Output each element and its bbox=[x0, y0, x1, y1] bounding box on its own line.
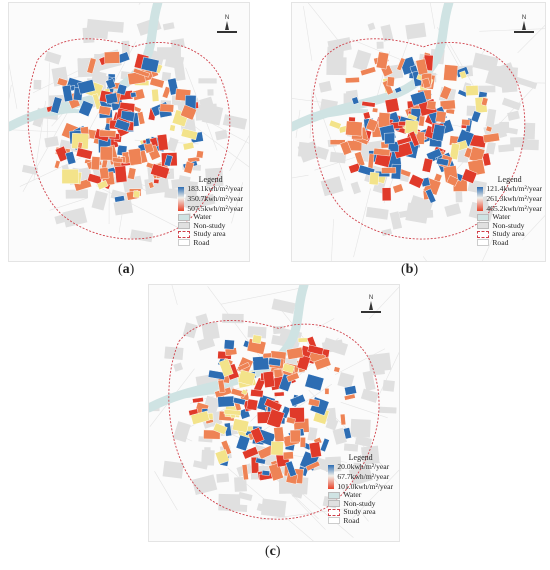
study-area-swatch bbox=[178, 230, 191, 238]
legend-study-area: Study area bbox=[492, 229, 525, 239]
legend-road: Road bbox=[343, 515, 360, 525]
ramp-label-mid: 67.7kwh/m²/year bbox=[337, 472, 390, 482]
legend-non-study: Non-study bbox=[193, 220, 226, 230]
ramp-label-max: 465.2kwh/m²/year bbox=[486, 203, 542, 213]
legend-title: Legend bbox=[348, 452, 373, 462]
legend-water: Water bbox=[492, 212, 511, 222]
study-parcels bbox=[46, 51, 204, 203]
ramp-label-max: 101.0kwh/m²/year bbox=[337, 481, 393, 491]
study-area-boundary bbox=[27, 38, 231, 240]
legend: Legend 20.0kwh/m²/year 67.7kwh/m²/year 1… bbox=[328, 452, 393, 525]
legend: Legend 183.1kwh/m²/year 350.7kwh/m²/year… bbox=[178, 174, 243, 247]
water-swatch bbox=[328, 492, 341, 500]
legend-water: Water bbox=[343, 490, 362, 500]
non-study-parcels bbox=[21, 17, 248, 243]
study-area-boundary bbox=[168, 320, 380, 520]
legend-road: Road bbox=[492, 237, 509, 247]
legend-title: Legend bbox=[497, 174, 522, 184]
north-arrow-icon: N bbox=[514, 15, 534, 33]
legend: Legend 121.4kwh/m²/year 261.3kwh/m²/year… bbox=[477, 174, 542, 247]
study-parcels bbox=[328, 51, 500, 204]
legend-non-study: Non-study bbox=[492, 220, 525, 230]
north-label: N bbox=[224, 15, 230, 21]
study-area-swatch bbox=[477, 230, 490, 238]
legend-road: Road bbox=[193, 237, 210, 247]
water-swatch bbox=[477, 214, 490, 222]
north-arrow-icon: N bbox=[217, 15, 237, 33]
caption-a: (a) bbox=[118, 262, 135, 277]
road-swatch bbox=[328, 517, 341, 525]
legend-non-study: Non-study bbox=[343, 498, 376, 508]
ramp-label-mid: 350.7kwh/m²/year bbox=[187, 194, 243, 204]
water-swatch bbox=[178, 214, 191, 222]
ramp-label-mid: 261.3kwh/m²/year bbox=[486, 194, 542, 204]
north-arrow-icon: N bbox=[361, 295, 381, 313]
legend-water: Water bbox=[193, 212, 212, 222]
study-parcels bbox=[188, 334, 357, 485]
map-canvas bbox=[149, 285, 399, 541]
non-study-swatch bbox=[477, 222, 490, 230]
color-ramp bbox=[477, 187, 484, 212]
caption-b: (b) bbox=[401, 262, 419, 277]
ramp-label-max: 507.5kwh/m²/year bbox=[187, 203, 243, 213]
ramp-label-min: 183.1kwh/m²/year bbox=[187, 184, 243, 194]
study-area-swatch bbox=[328, 508, 341, 516]
ramp-label-min: 121.4kwh/m²/year bbox=[486, 184, 542, 194]
map-panel-b: N Legend 121.4kwh/m²/year 261.3kwh/m²/ye… bbox=[291, 2, 546, 262]
north-label: N bbox=[521, 15, 527, 21]
ramp-label-min: 20.0kwh/m²/year bbox=[337, 462, 390, 472]
color-ramp bbox=[178, 187, 185, 212]
road-swatch bbox=[477, 239, 490, 247]
map-canvas bbox=[9, 3, 249, 243]
legend-study-area: Study area bbox=[193, 229, 226, 239]
non-study-swatch bbox=[178, 222, 191, 230]
color-ramp bbox=[328, 465, 335, 490]
study-area-boundary bbox=[311, 38, 526, 240]
map-panel-c: N Legend 20.0kwh/m²/year 67.7kwh/m²/year… bbox=[148, 284, 400, 542]
north-label: N bbox=[368, 295, 374, 301]
non-study-swatch bbox=[328, 500, 341, 508]
legend-study-area: Study area bbox=[343, 507, 376, 517]
road-swatch bbox=[178, 239, 191, 247]
map-panel-a: N Legend 183.1kwh/m²/year 350.7kwh/m²/ye… bbox=[8, 2, 250, 262]
legend-title: Legend bbox=[198, 174, 223, 184]
caption-c: (c) bbox=[265, 544, 281, 559]
